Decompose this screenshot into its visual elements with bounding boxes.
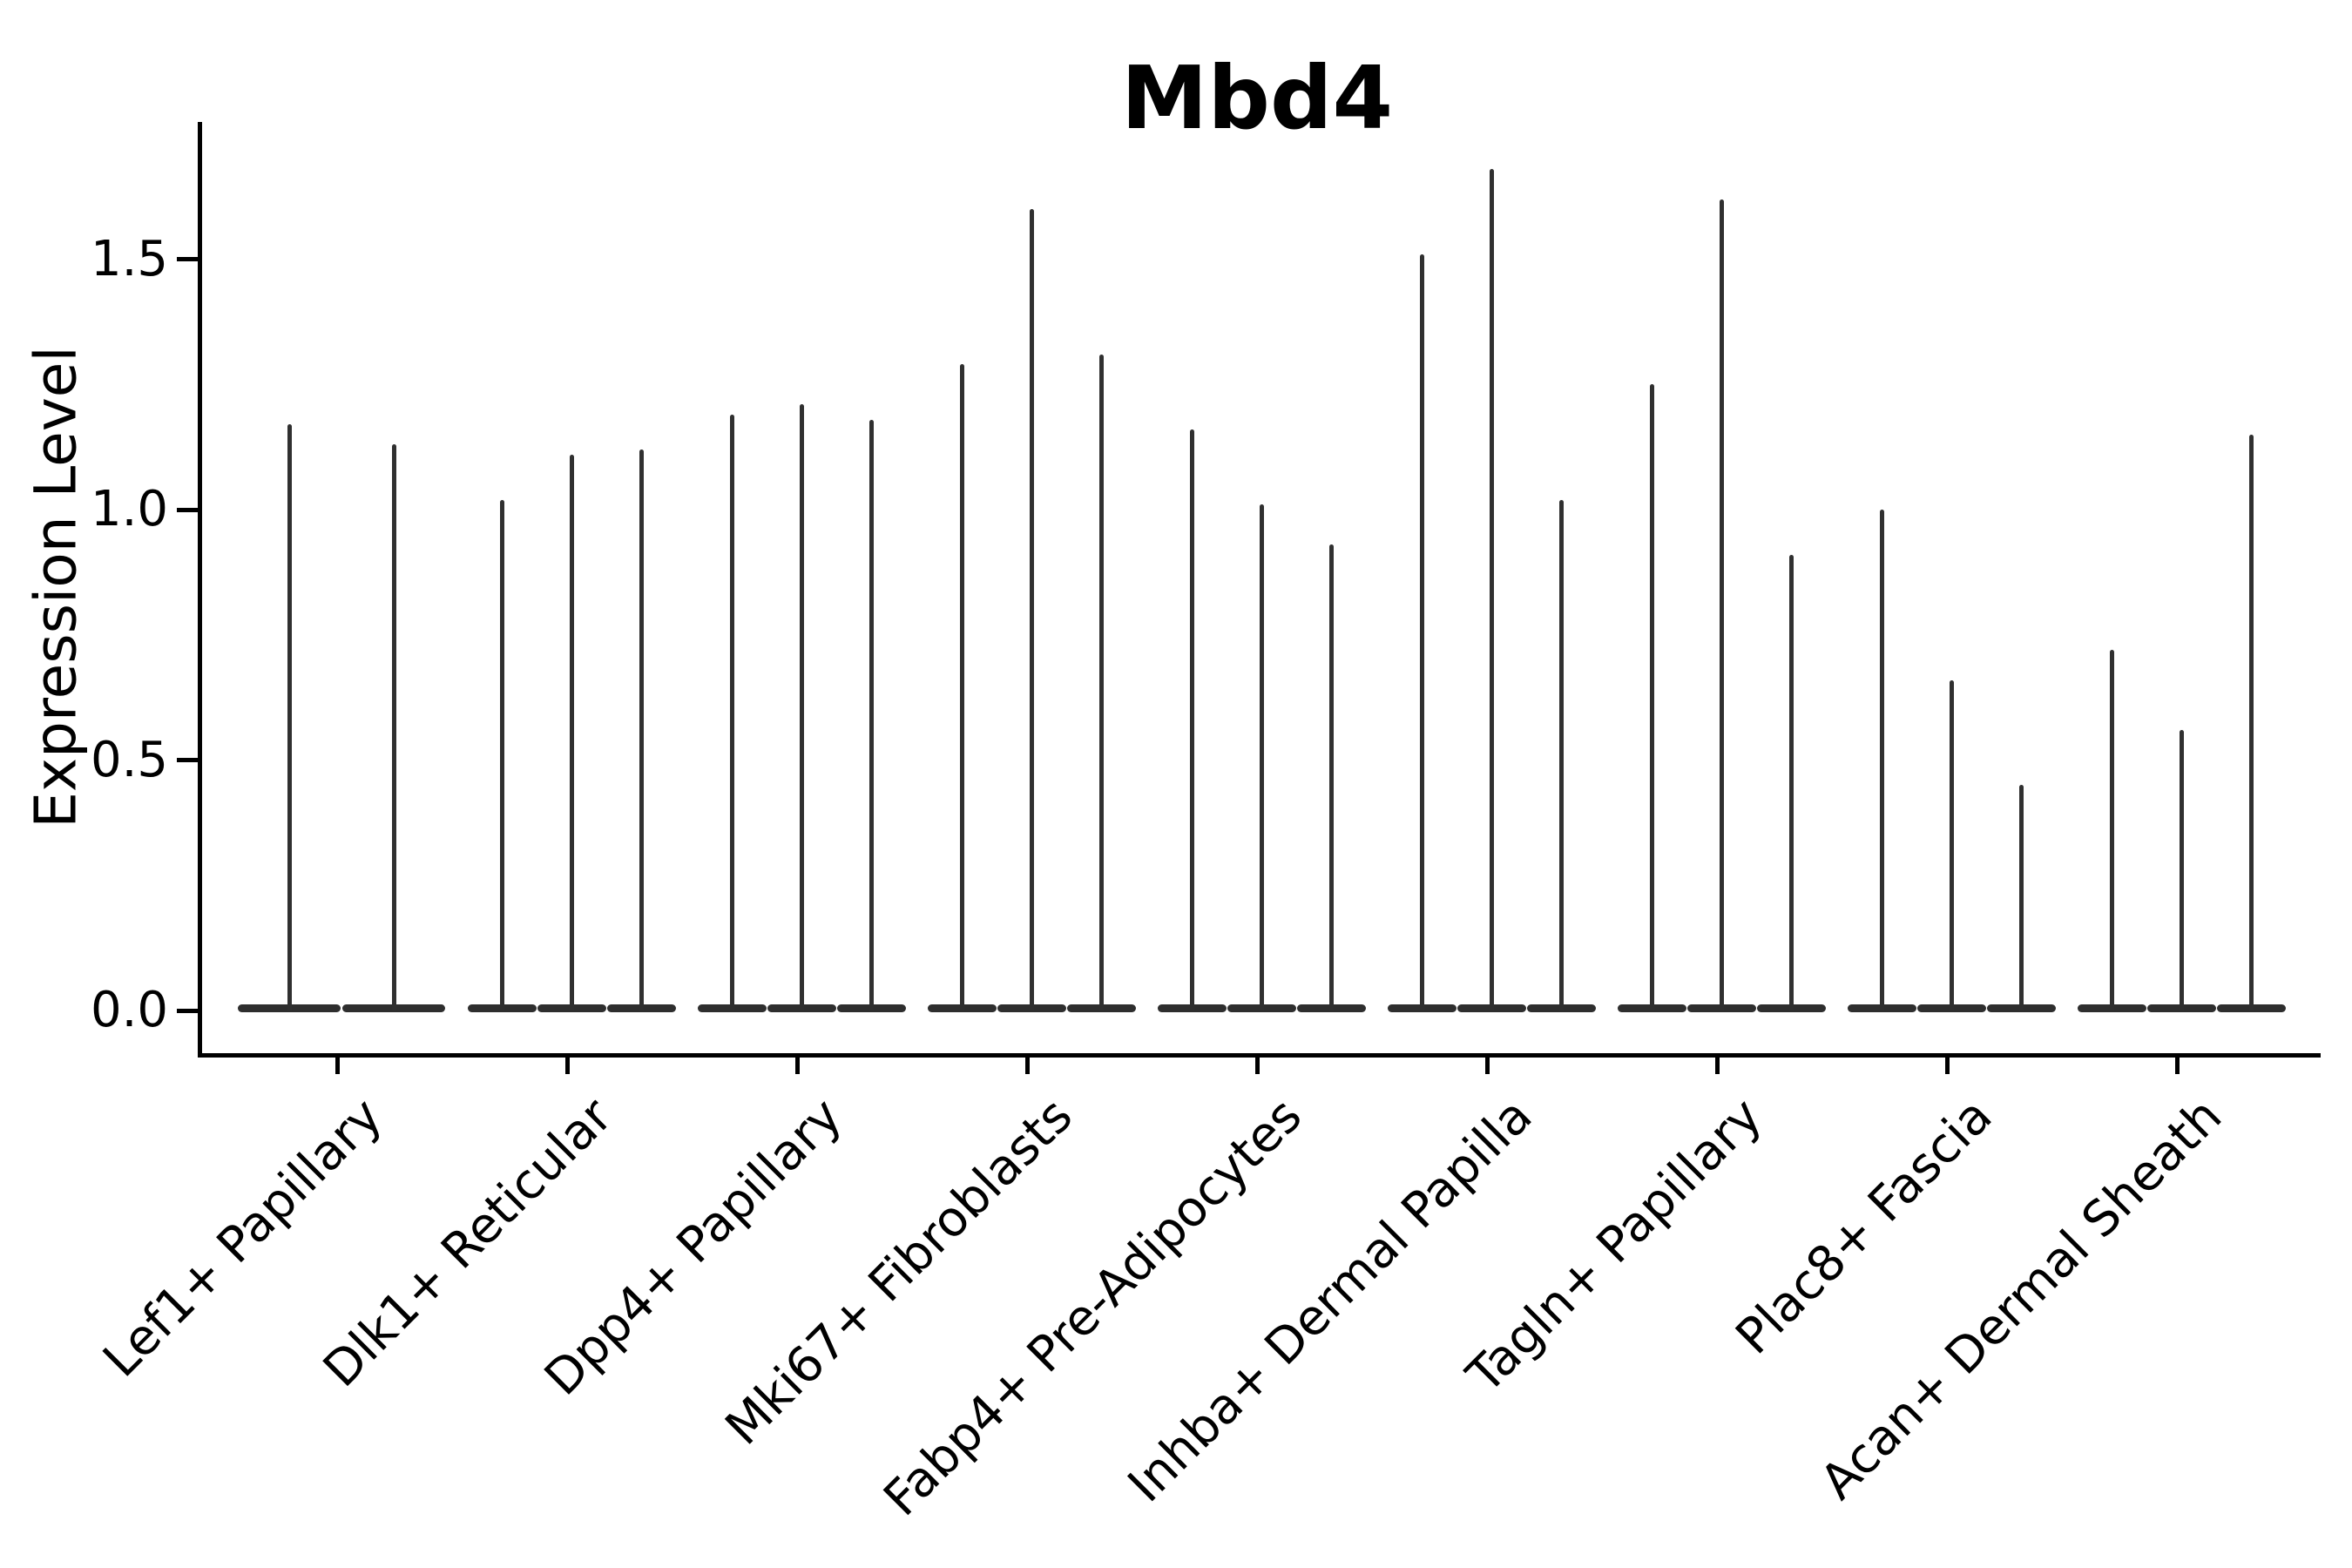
- y-tick-label: 0.5: [90, 731, 168, 788]
- x-tick-mark: [1024, 1053, 1030, 1074]
- x-tick-label: Acan+ Dermal Sheath: [1809, 1087, 2234, 1511]
- violin: [1328, 544, 1334, 1010]
- violin: [799, 404, 804, 1010]
- violin: [287, 424, 292, 1010]
- y-tick-mark: [177, 758, 198, 762]
- y-tick-mark: [177, 507, 198, 512]
- y-tick-label: 0.0: [90, 982, 168, 1038]
- plot-area: [198, 122, 2321, 1058]
- violin: [1189, 429, 1194, 1010]
- x-tick-mark: [335, 1053, 340, 1074]
- violin: [1719, 199, 1724, 1010]
- violin: [729, 414, 734, 1010]
- x-tick-mark: [2174, 1053, 2180, 1074]
- y-tick-label: 1.5: [90, 230, 168, 287]
- violin: [1419, 253, 1424, 1010]
- violin: [1098, 354, 1104, 1010]
- y-tick-label: 1.0: [90, 481, 168, 537]
- violin: [1489, 169, 1494, 1010]
- chart-title: Mbd4: [1120, 47, 1394, 149]
- violin: [499, 499, 504, 1010]
- violin: [1558, 499, 1564, 1010]
- x-tick-mark: [564, 1053, 570, 1074]
- violin: [569, 454, 574, 1010]
- violin: [1788, 554, 1794, 1010]
- violin: [2109, 650, 2114, 1010]
- violin: [2018, 785, 2024, 1010]
- x-tick-mark: [1944, 1053, 1950, 1074]
- x-tick-label: Fabp4+ Pre-Adipocytes: [873, 1087, 1314, 1528]
- x-tick-mark: [1254, 1053, 1260, 1074]
- violin: [1879, 510, 1884, 1010]
- violin: [1949, 679, 1954, 1010]
- violin: [959, 364, 964, 1010]
- violin: [391, 444, 396, 1010]
- x-tick-label: Inhba+ Dermal Papilla: [1117, 1087, 1544, 1514]
- violin: [1259, 504, 1264, 1010]
- x-tick-mark: [1484, 1053, 1490, 1074]
- violin: [2248, 434, 2254, 1010]
- x-tick-mark: [794, 1053, 800, 1074]
- x-tick-mark: [1714, 1053, 1720, 1074]
- violin: [1649, 384, 1654, 1010]
- y-tick-mark: [177, 1008, 198, 1013]
- y-tick-mark: [177, 257, 198, 261]
- violin: [1029, 209, 1034, 1010]
- violin: [868, 419, 874, 1010]
- violin: [2179, 730, 2184, 1010]
- violin: [639, 449, 644, 1010]
